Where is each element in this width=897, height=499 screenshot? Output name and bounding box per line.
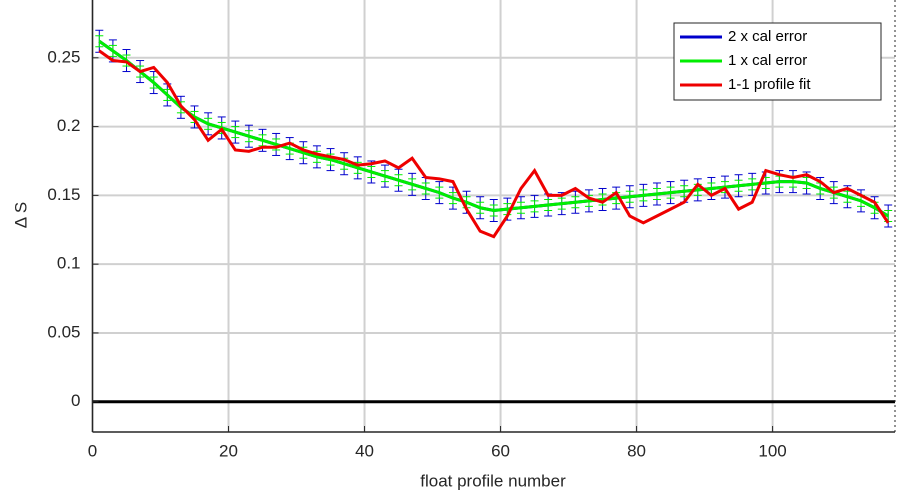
series-line xyxy=(98,40,889,218)
x-axis-label: float profile number xyxy=(420,471,566,490)
y-axis-label: Δ S xyxy=(11,202,30,228)
y-tick-label: 0.1 xyxy=(57,254,81,273)
legend-label: 2 x cal error xyxy=(728,28,807,45)
x-tick-label: 20 xyxy=(219,441,238,460)
y-tick-label: 0.25 xyxy=(47,47,80,66)
y-tick-label: 0.15 xyxy=(47,185,80,204)
x-tick-label: 0 xyxy=(88,441,97,460)
legend: 2 x cal error 1 x cal error 1-1 profile fi… xyxy=(673,22,882,101)
x-tick-label: 100 xyxy=(758,441,786,460)
y-tick-label: 0 xyxy=(71,391,80,410)
x-tick-label: 60 xyxy=(491,441,510,460)
legend-label: 1 x cal error xyxy=(728,52,807,69)
x-tick-label: 40 xyxy=(355,441,374,460)
legend-label: 1-1 profile fit xyxy=(728,76,811,93)
y-tick-label: 0.05 xyxy=(47,322,80,341)
series-line xyxy=(98,49,890,239)
y-tick-label: 0.2 xyxy=(57,116,81,135)
x-tick-label: 80 xyxy=(627,441,646,460)
